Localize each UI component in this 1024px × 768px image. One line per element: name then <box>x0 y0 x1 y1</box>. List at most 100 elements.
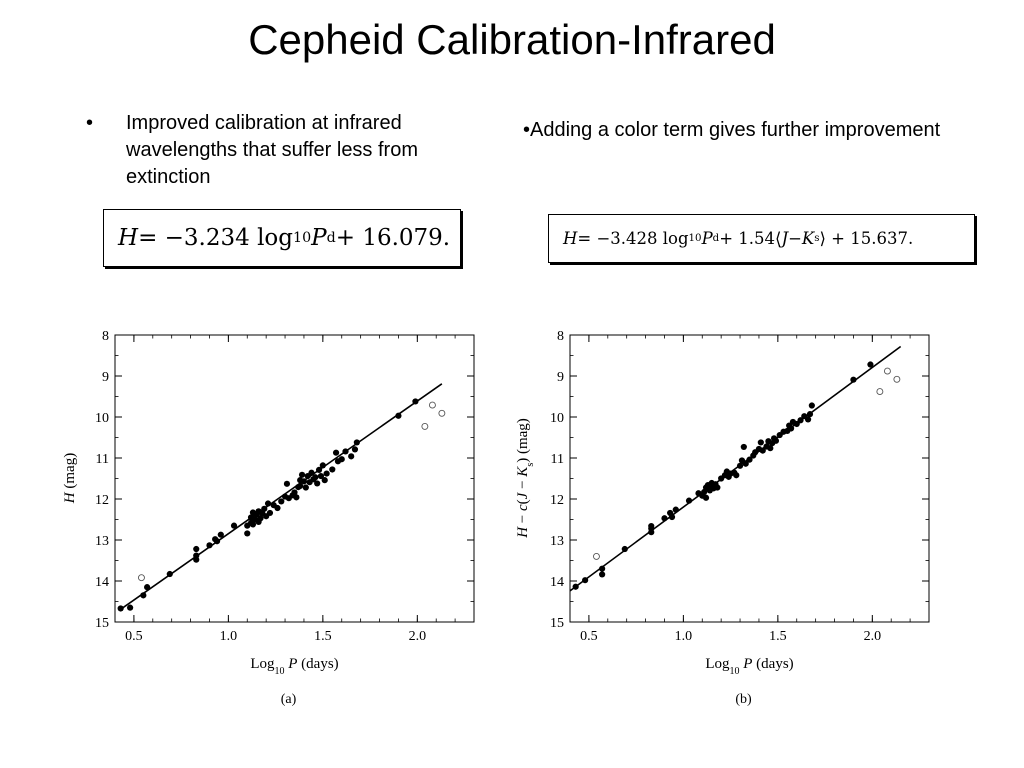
x-label-sub10: 10 <box>730 666 740 677</box>
data-point-filled <box>266 509 274 517</box>
data-point-filled <box>721 472 729 479</box>
data-point-filled <box>244 530 251 537</box>
data-point-open <box>893 375 901 383</box>
data-point-filled <box>395 412 402 419</box>
y-tick-label: 11 <box>551 452 564 467</box>
x-label-p: P <box>740 656 753 672</box>
data-point-filled <box>117 605 124 612</box>
data-point-filled <box>695 490 702 497</box>
data-point-filled <box>263 513 270 520</box>
data-point-filled <box>334 458 342 465</box>
y-axis-label: H (mag) <box>62 453 78 504</box>
data-point-filled <box>321 477 328 484</box>
x-tick-label: 2.0 <box>864 629 882 644</box>
data-point-filled <box>193 552 200 559</box>
data-point-filled <box>808 402 815 409</box>
eq-left-sub10: 10 <box>293 230 312 246</box>
data-point-filled <box>193 545 200 553</box>
data-point-filled <box>714 484 721 491</box>
data-point-filled <box>297 482 304 489</box>
y-tick-label: 8 <box>557 329 564 344</box>
data-point-filled <box>685 497 693 504</box>
y-tick-label: 13 <box>95 534 109 549</box>
data-point-filled <box>769 440 776 447</box>
data-point-open <box>421 422 429 430</box>
data-point-filled <box>738 457 746 464</box>
data-point-open <box>438 409 446 417</box>
eq-right-p: P <box>701 229 713 248</box>
eq-right-mid: + 1.54⟨ <box>719 229 782 248</box>
data-point-filled <box>257 515 264 522</box>
data-point-filled <box>850 376 857 383</box>
x-tick-label: 1.0 <box>220 629 238 644</box>
eq-right-lhs: H <box>563 229 578 248</box>
data-point-filled <box>763 443 770 450</box>
bullet-marker: • <box>86 112 94 134</box>
data-point-filled <box>312 474 319 481</box>
y-label-mag: ) (mag) <box>515 418 531 463</box>
data-point-filled <box>244 522 251 529</box>
eq-left-p: P <box>311 225 327 251</box>
data-point-filled <box>247 519 255 526</box>
x-label-p: P <box>285 656 298 672</box>
y-tick-label: 11 <box>96 452 109 467</box>
data-point-filled <box>274 504 281 512</box>
x-label-log: Log <box>250 656 275 672</box>
data-point-filled <box>310 476 317 483</box>
panel-label: (b) <box>735 692 752 707</box>
data-point-filled <box>285 495 292 502</box>
data-point-filled <box>308 469 315 476</box>
data-point-filled <box>351 446 359 453</box>
data-point-filled <box>300 478 308 485</box>
data-point-filled <box>213 538 221 545</box>
data-point-open <box>138 574 145 582</box>
data-point-filled <box>765 438 772 445</box>
data-point-filled <box>706 487 713 494</box>
data-point-filled <box>752 449 759 456</box>
data-point-filled <box>787 425 795 432</box>
data-point-filled <box>127 604 134 611</box>
y-label-k: K <box>515 466 531 478</box>
data-point-filled <box>193 556 200 563</box>
y-tick-label: 12 <box>95 493 109 508</box>
data-point-filled <box>291 489 298 496</box>
data-point-filled <box>672 506 679 513</box>
data-point-filled <box>708 479 715 487</box>
data-point-filled <box>648 525 655 532</box>
plot-frame <box>114 334 475 623</box>
data-point-filled <box>582 577 589 584</box>
data-point-filled <box>332 449 340 456</box>
panel-label: (a) <box>281 692 297 707</box>
y-tick-label: 13 <box>550 534 564 549</box>
data-point-filled <box>701 488 708 496</box>
data-point-filled <box>801 413 808 420</box>
data-point-filled <box>736 462 744 469</box>
y-tick-label: 8 <box>102 329 109 344</box>
data-point-filled <box>797 417 804 424</box>
data-point-filled <box>140 592 147 599</box>
data-point-filled <box>731 469 738 476</box>
data-point-filled <box>699 492 706 499</box>
y-label-h: H <box>515 526 531 539</box>
data-point-filled <box>668 513 676 521</box>
data-point-filled <box>733 472 740 479</box>
y-tick-label: 9 <box>557 370 564 385</box>
eq-right-sub10: 10 <box>688 233 702 244</box>
x-tick-label: 1.5 <box>314 629 332 644</box>
y-axis-label: H − c(J − Ks) (mag) <box>515 418 536 539</box>
data-point-filled <box>784 427 791 435</box>
data-point-filled <box>302 484 309 491</box>
data-point-filled <box>255 508 262 515</box>
x-label-sub10: 10 <box>275 666 285 677</box>
data-point-filled <box>648 529 655 536</box>
data-point-filled <box>253 511 260 518</box>
data-point-filled <box>323 470 330 477</box>
data-point-filled <box>329 466 336 473</box>
y-label-minus2: − <box>515 477 531 493</box>
data-point-filled <box>746 456 753 463</box>
data-point-filled <box>314 480 321 487</box>
y-tick-label: 9 <box>102 370 109 385</box>
data-point-open <box>876 388 884 396</box>
